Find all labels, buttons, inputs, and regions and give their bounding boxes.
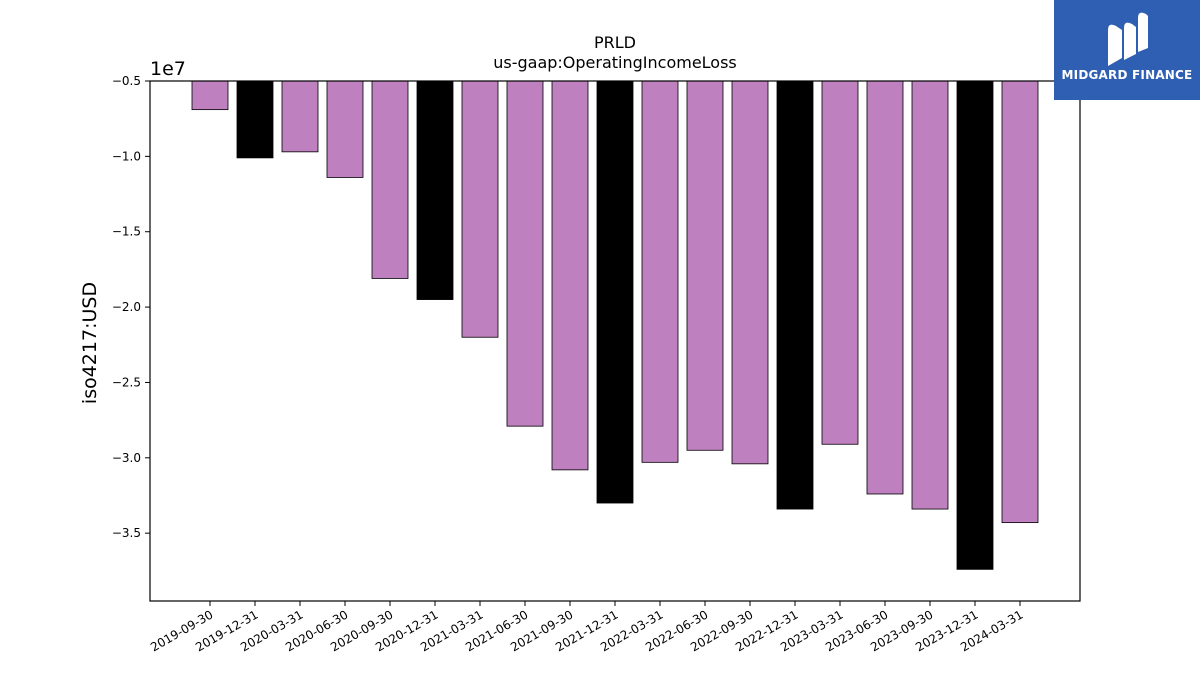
bar-2021-06-30	[506, 80, 544, 427]
midgard-logo-icon	[1108, 12, 1148, 67]
y-tick-label: −3.0	[112, 451, 141, 465]
chart-subtitle: us-gaap:OperatingIncomeLoss	[493, 53, 737, 72]
bar-2024-03-31	[1001, 80, 1039, 524]
bar-2023-03-31	[821, 80, 859, 445]
y-tick-label: −2.5	[112, 375, 141, 389]
bar-2020-06-30	[326, 80, 364, 178]
y-ticks-group: −0.5 −1.0 −1.5 −2.0 −2.5 −3.0 −3.5	[112, 74, 150, 540]
bar-2019-09-30	[191, 80, 229, 111]
bars-group	[191, 80, 1039, 570]
y-tick-label: −1.5	[112, 225, 141, 239]
y-axis-label: iso4217:USD	[79, 282, 101, 404]
bar-2022-06-30	[686, 80, 724, 451]
bar-2020-12-31	[416, 80, 454, 300]
bar-2023-09-30	[911, 80, 949, 510]
y-tick-label: −3.5	[112, 526, 141, 540]
y-tick-label: −1.0	[112, 149, 141, 163]
bar-2022-12-31	[776, 80, 814, 510]
bar-2021-03-31	[461, 80, 499, 338]
bar-2021-09-30	[551, 80, 589, 471]
bar-2023-06-30	[866, 80, 904, 495]
brand-logo: MIDGARD FINANCE	[1054, 0, 1200, 100]
brand-logo-text: MIDGARD FINANCE	[1061, 68, 1193, 82]
y-offset-label: 1e7	[150, 58, 186, 80]
bar-2022-09-30	[731, 80, 769, 465]
y-tick-label: −0.5	[112, 74, 141, 88]
bar-2020-09-30	[371, 80, 409, 279]
chart-title: PRLD	[594, 33, 636, 52]
bar-2021-12-31	[596, 80, 634, 504]
bar-2019-12-31	[236, 80, 274, 159]
bar-2020-03-31	[281, 80, 319, 153]
x-ticks-group: 2019-09-302019-12-312020-03-312020-06-30…	[148, 601, 1026, 654]
bar-2023-12-31	[956, 80, 994, 570]
y-tick-label: −2.0	[112, 300, 141, 314]
bar-2022-03-31	[641, 80, 679, 463]
